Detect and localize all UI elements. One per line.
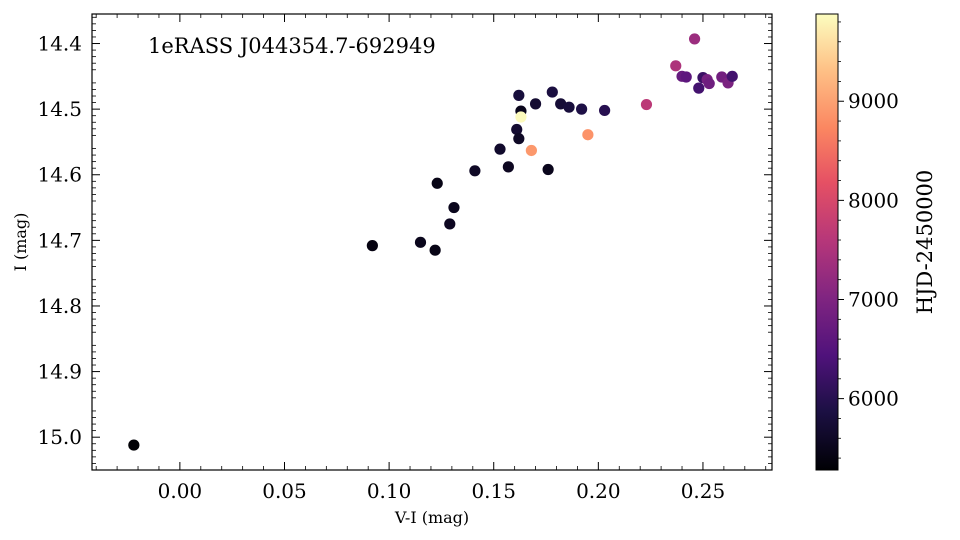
data-point — [515, 111, 527, 123]
x-tick-label: 0.15 — [471, 479, 516, 503]
data-point — [448, 201, 460, 214]
y-tick-label: 14.5 — [37, 97, 82, 121]
data-point — [414, 236, 427, 248]
y-tick-label: 15.0 — [37, 425, 82, 449]
x-tick-label: 0.20 — [576, 479, 621, 503]
colorbar-gradient — [815, 13, 839, 471]
data-point — [444, 218, 456, 230]
data-point — [513, 133, 525, 145]
plot-area: 0.00 0.05 0.10 0.15 0.20 0.25 14.4 14.5 14.6 14.7… — [37, 13, 773, 503]
colorbar-tick-label: 7000 — [848, 287, 899, 311]
data-point — [582, 129, 594, 141]
x-tick-label: 0.25 — [681, 479, 726, 503]
data-point — [542, 163, 554, 176]
y-tick-label: 14.9 — [37, 360, 82, 384]
data-points — [128, 33, 738, 451]
data-point — [599, 104, 611, 117]
colorbar-tick-label: 8000 — [848, 188, 899, 212]
data-point — [511, 123, 523, 136]
x-axis-label: V-I (mag) — [394, 508, 469, 527]
colorbar: 6000 7000 8000 9000 HJD-2450000 — [815, 13, 937, 471]
y-tick-label: 14.7 — [37, 228, 82, 252]
data-point — [502, 161, 514, 173]
data-point — [688, 33, 701, 45]
data-point — [640, 98, 653, 111]
data-point — [429, 244, 441, 256]
data-point — [546, 86, 558, 98]
y-tick-label: 14.8 — [37, 294, 82, 318]
data-point — [670, 60, 682, 72]
data-point — [576, 103, 588, 115]
colorbar-tick-label: 6000 — [848, 387, 899, 411]
x-tick-label: 0.00 — [158, 479, 203, 503]
x-tick-label: 0.05 — [262, 479, 307, 503]
y-tick-label: 14.6 — [37, 163, 82, 187]
axis-ticks: 0.00 0.05 0.10 0.15 0.20 0.25 14.4 14.5 14.6 14.7… — [37, 14, 772, 503]
plot-frame — [91, 13, 773, 471]
data-point — [525, 144, 537, 157]
data-point — [494, 143, 506, 155]
colorbar-ticks: 6000 7000 8000 9000 — [838, 21, 899, 459]
data-point — [703, 77, 715, 90]
data-point — [128, 439, 140, 451]
data-point — [469, 165, 481, 177]
data-point — [431, 177, 443, 189]
colorbar-tick-label: 9000 — [848, 89, 899, 113]
colorbar-label: HJD-2450000 — [913, 170, 937, 315]
x-tick-label: 0.10 — [367, 479, 412, 503]
data-point — [366, 240, 378, 252]
data-point — [513, 89, 525, 101]
data-point — [529, 98, 542, 110]
data-point — [680, 71, 692, 83]
data-point — [563, 101, 575, 113]
data-point — [726, 70, 738, 82]
data-point — [693, 82, 705, 94]
y-axis-label: I (mag) — [11, 213, 30, 272]
chart-annotation: 1eRASS J044354.7-692949 — [148, 34, 436, 58]
y-tick-label: 14.4 — [37, 32, 82, 56]
